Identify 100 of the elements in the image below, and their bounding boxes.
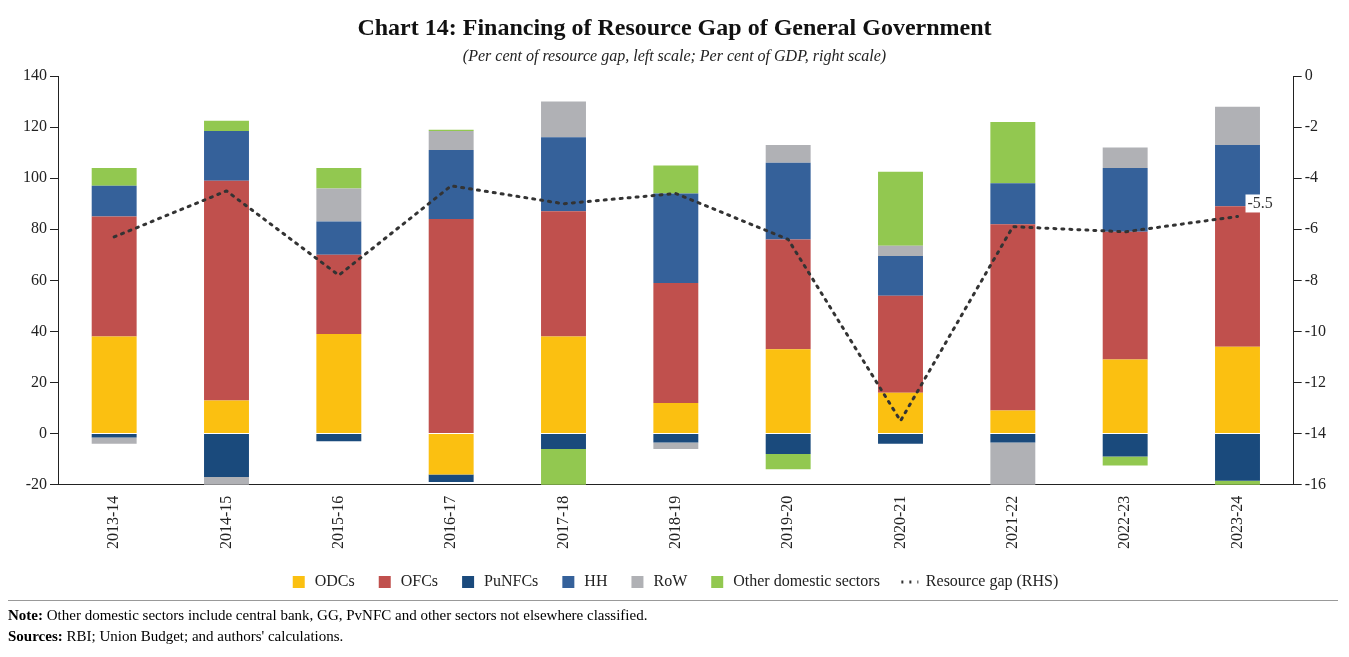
bar <box>1215 106 1260 145</box>
x-tick-label: 2017-18 <box>553 495 571 549</box>
bar <box>653 434 699 443</box>
y2-tick-label: -10 <box>1304 321 1326 339</box>
bar <box>204 120 249 131</box>
bar <box>765 144 811 163</box>
legend-label: ODCs <box>314 572 355 590</box>
bar <box>428 474 474 483</box>
bar <box>878 392 923 434</box>
bar <box>428 130 474 151</box>
bar <box>541 434 586 449</box>
bar <box>990 121 1036 184</box>
bar <box>316 333 362 434</box>
bar <box>990 224 1036 411</box>
legend-label: Other domestic sectors <box>733 572 880 590</box>
bar <box>765 162 811 240</box>
y2-tick-label: -6 <box>1304 219 1318 237</box>
bar <box>428 150 474 220</box>
bar <box>428 434 474 475</box>
source-note: Sources: RBI; Union Budget; and authors' calculations. <box>8 627 345 646</box>
bar <box>1102 231 1148 360</box>
bar <box>541 211 586 337</box>
legend-label: HH <box>584 572 608 590</box>
x-tick-label: 2014-15 <box>216 495 234 549</box>
bar <box>653 442 699 449</box>
bar <box>91 434 137 438</box>
chart-subtitle: (Per cent of resource gap, left scale; Per cent of GDP, right scale) <box>462 46 887 65</box>
bar <box>765 454 811 470</box>
y-tick-label: 60 <box>31 270 47 288</box>
bar <box>428 219 474 434</box>
legend-label: Resource gap (RHS) <box>925 572 1059 591</box>
bar <box>878 295 923 393</box>
x-tick-label: 2020-21 <box>890 495 908 549</box>
bar <box>653 402 699 434</box>
legend-label: RoW <box>653 572 689 590</box>
bar <box>1215 206 1260 347</box>
y2-tick-label: -12 <box>1304 372 1326 390</box>
x-tick-label: 2023-24 <box>1227 495 1245 549</box>
bar <box>878 256 923 296</box>
bar <box>990 434 1036 443</box>
bar <box>653 165 699 194</box>
bar <box>316 167 362 189</box>
y2-tick-label: -2 <box>1304 117 1318 135</box>
x-tick-label: 2019-20 <box>778 495 796 549</box>
bar <box>653 282 699 403</box>
bar <box>878 245 923 257</box>
bar <box>204 400 249 434</box>
y-tick-label: 40 <box>31 321 47 339</box>
y-tick-label: 140 <box>23 66 47 84</box>
x-tick-label: 2015-16 <box>329 495 347 549</box>
bar <box>91 336 137 434</box>
legend-label: OFCs <box>400 572 439 590</box>
legend-label: PuNFCs <box>484 572 539 590</box>
bar <box>204 477 249 485</box>
bar <box>765 349 811 434</box>
y2-tick-label: -8 <box>1304 270 1318 288</box>
bar <box>541 101 586 138</box>
bar <box>204 434 249 478</box>
data-label: -5.5 <box>1247 193 1273 211</box>
bar <box>1215 434 1260 481</box>
y2-tick-label: -4 <box>1304 168 1318 186</box>
bar <box>91 167 137 186</box>
y2-tick-label: 0 <box>1304 66 1313 84</box>
bar <box>316 188 362 222</box>
chart-title: Chart 14: Financing of Resource Gap of General Government <box>357 13 992 40</box>
text: Note: Other domestic sectors include central bank, GG, PvNFC and other sectors not elsewhere classified. <box>8 606 649 625</box>
bar <box>1102 359 1148 434</box>
bar <box>765 239 811 350</box>
bar <box>1102 167 1148 232</box>
bar <box>91 216 137 337</box>
bar <box>1215 346 1260 434</box>
y-tick-label: -20 <box>25 474 47 492</box>
bar <box>541 448 586 485</box>
bar <box>1102 434 1148 457</box>
bar <box>765 434 811 455</box>
y2-tick-label: -16 <box>1304 474 1326 492</box>
bar <box>1102 456 1148 466</box>
bar <box>878 171 923 246</box>
bar <box>316 434 362 442</box>
bar <box>91 437 137 444</box>
x-tick-label: 2021-22 <box>1003 495 1021 549</box>
bar <box>653 193 699 283</box>
bar <box>990 410 1036 434</box>
y2-tick-label: -14 <box>1304 423 1326 441</box>
bar <box>990 183 1036 225</box>
y-tick-label: 80 <box>31 219 47 237</box>
bar <box>541 137 586 212</box>
bar <box>541 336 586 434</box>
x-tick-label: 2013-14 <box>104 495 122 549</box>
bar <box>316 221 362 255</box>
y-tick-label: 0 <box>39 423 47 441</box>
line-series <box>112 184 1240 423</box>
bar <box>204 130 249 181</box>
bar <box>878 434 923 444</box>
y-tick-label: 120 <box>23 117 47 135</box>
x-tick-label: 2016-17 <box>441 495 459 549</box>
bar <box>990 442 1036 485</box>
bar <box>204 180 249 401</box>
y-tick-label: 20 <box>31 372 47 390</box>
y-tick-label: 100 <box>23 168 47 186</box>
